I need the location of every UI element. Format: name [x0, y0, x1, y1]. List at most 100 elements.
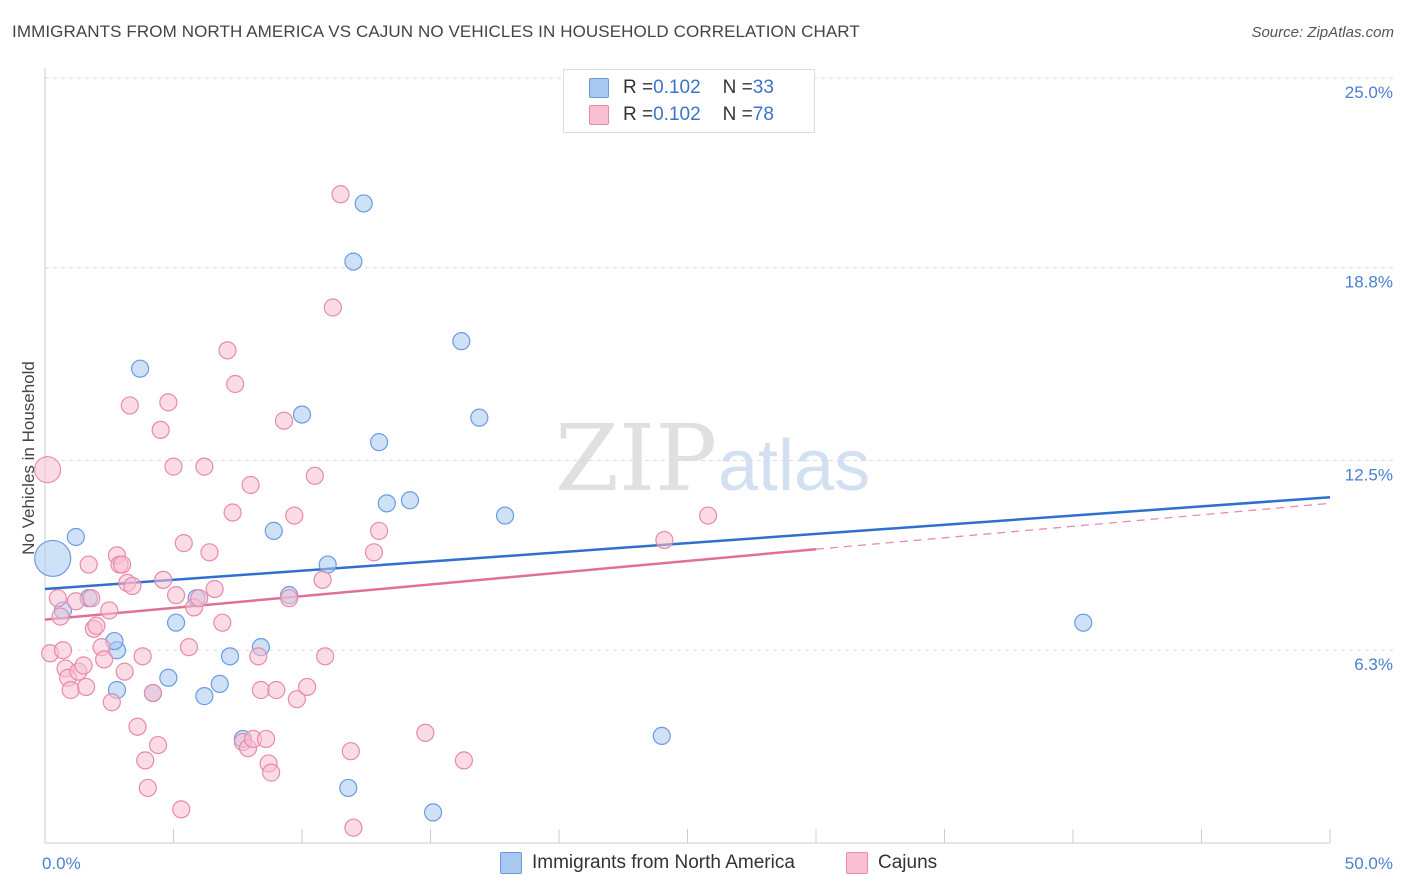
- point-cajuns: [274, 411, 294, 430]
- watermark-zip: ZIP: [555, 405, 717, 512]
- chart-source: Source: ZipAtlas.com: [1251, 24, 1394, 41]
- point-cajuns: [341, 742, 360, 761]
- point-cajuns: [285, 506, 304, 525]
- point-cajuns: [79, 555, 98, 574]
- point-cajuns: [61, 680, 80, 700]
- point-immigrants: [318, 555, 337, 574]
- point-cajuns: [370, 521, 389, 540]
- point-immigrants: [220, 647, 240, 666]
- point-immigrants: [339, 778, 358, 798]
- bottom-legend: Immigrants from North America Cajuns: [0, 852, 1406, 878]
- point-cajuns: [316, 647, 335, 666]
- point-cajuns: [256, 729, 276, 749]
- point-cajuns: [154, 570, 173, 589]
- point-immigrants: [130, 359, 150, 378]
- legend-r-value: 0.102: [653, 77, 701, 98]
- point-cajuns: [344, 818, 363, 837]
- bottom-legend-cajuns: Cajuns: [846, 852, 937, 874]
- point-cajuns: [267, 680, 286, 700]
- bottom-legend-immigrants: Immigrants from North America: [500, 852, 795, 874]
- point-immigrants: [400, 491, 420, 510]
- point-immigrants: [166, 613, 186, 632]
- legend-r-label: R =: [623, 77, 654, 98]
- point-cajuns: [195, 457, 214, 476]
- point-cajuns: [305, 466, 324, 485]
- point-cajuns: [159, 393, 178, 412]
- point-cajuns: [200, 543, 219, 562]
- point-immigrants: [1074, 613, 1093, 632]
- point-cajuns: [53, 641, 73, 660]
- point-cajuns: [166, 586, 186, 605]
- bottom-legend-label-immigrants: Immigrants from North America: [532, 852, 795, 873]
- point-cajuns: [226, 374, 245, 394]
- legend: R = 0.102 N = 33 R = 0.102 N = 78: [563, 69, 815, 133]
- grid-lines: [45, 77, 1395, 651]
- legend-n-value: 33: [752, 77, 774, 98]
- legend-row-immigrants: R = 0.102 N = 33: [589, 76, 774, 100]
- x-tick-label: 0.0%: [42, 854, 81, 873]
- tick-labels: 6.3% 12.5% 18.8% 25.0% 0.0% 50.0%: [42, 83, 1393, 873]
- point-cajuns: [249, 647, 268, 666]
- point-immigrants: [210, 674, 229, 693]
- point-immigrants: [370, 433, 389, 452]
- legend-n-label: N =: [722, 104, 753, 125]
- point-immigrants: [264, 521, 283, 540]
- point-cajuns: [174, 534, 193, 553]
- point-cajuns: [164, 457, 183, 476]
- point-cajuns: [82, 589, 101, 608]
- point-cajuns: [172, 800, 191, 819]
- point-cajuns: [112, 555, 132, 574]
- point-immigrants: [354, 194, 373, 213]
- point-cajuns: [128, 717, 147, 736]
- point-cajuns: [280, 589, 299, 608]
- axes: [44, 68, 1331, 844]
- point-cajuns: [298, 677, 317, 697]
- bottom-legend-label-cajuns: Cajuns: [878, 852, 938, 873]
- point-immigrants: [495, 506, 515, 525]
- point-immigrants: [423, 803, 443, 822]
- point-cajuns: [213, 613, 232, 632]
- point-cajuns: [136, 751, 155, 770]
- point-cajuns: [51, 607, 70, 626]
- trend-line-cajuns-extension: [815, 502, 1331, 550]
- bottom-legend-swatch-immigrants: [500, 852, 522, 874]
- point-cajuns: [87, 616, 106, 635]
- legend-r-label: R =: [623, 104, 654, 125]
- legend-swatch-immigrants: [589, 78, 609, 98]
- data-points: [33, 185, 1093, 837]
- watermark-atlas: atlas: [718, 426, 870, 506]
- point-cajuns: [251, 680, 270, 700]
- point-cajuns: [115, 662, 134, 681]
- point-cajuns: [655, 530, 674, 550]
- point-cajuns: [48, 589, 67, 608]
- point-cajuns: [454, 751, 474, 770]
- y-axis-label: No Vehicles in Household: [19, 361, 38, 555]
- point-cajuns: [416, 723, 435, 742]
- point-cajuns: [123, 576, 142, 596]
- point-cajuns: [77, 677, 96, 697]
- point-immigrants: [344, 252, 363, 271]
- legend-r-value: 0.102: [653, 104, 701, 125]
- y-tick-label: 12.5%: [1345, 466, 1393, 485]
- y-tick-label: 18.8%: [1345, 273, 1393, 292]
- point-cajuns: [100, 601, 119, 620]
- trend-line-immigrants: [44, 495, 1331, 591]
- point-cajuns: [151, 420, 170, 439]
- point-cajuns: [218, 341, 237, 360]
- bottom-legend-swatch-cajuns: [846, 852, 868, 874]
- legend-row-cajuns: R = 0.102 N = 78: [589, 103, 774, 127]
- point-immigrants: [292, 405, 312, 424]
- point-cajuns: [331, 185, 350, 204]
- trend-lines: [44, 495, 1331, 621]
- legend-n-label: N =: [722, 77, 753, 98]
- point-cajuns: [241, 475, 260, 495]
- legend-swatch-cajuns: [589, 105, 609, 125]
- point-cajuns: [138, 778, 157, 798]
- point-cajuns: [95, 650, 114, 669]
- point-cajuns: [33, 456, 62, 484]
- point-cajuns: [698, 506, 718, 525]
- point-immigrants: [66, 527, 85, 547]
- chart-title: IMMIGRANTS FROM NORTH AMERICA VS CAJUN N…: [12, 22, 860, 41]
- point-immigrants: [377, 494, 396, 513]
